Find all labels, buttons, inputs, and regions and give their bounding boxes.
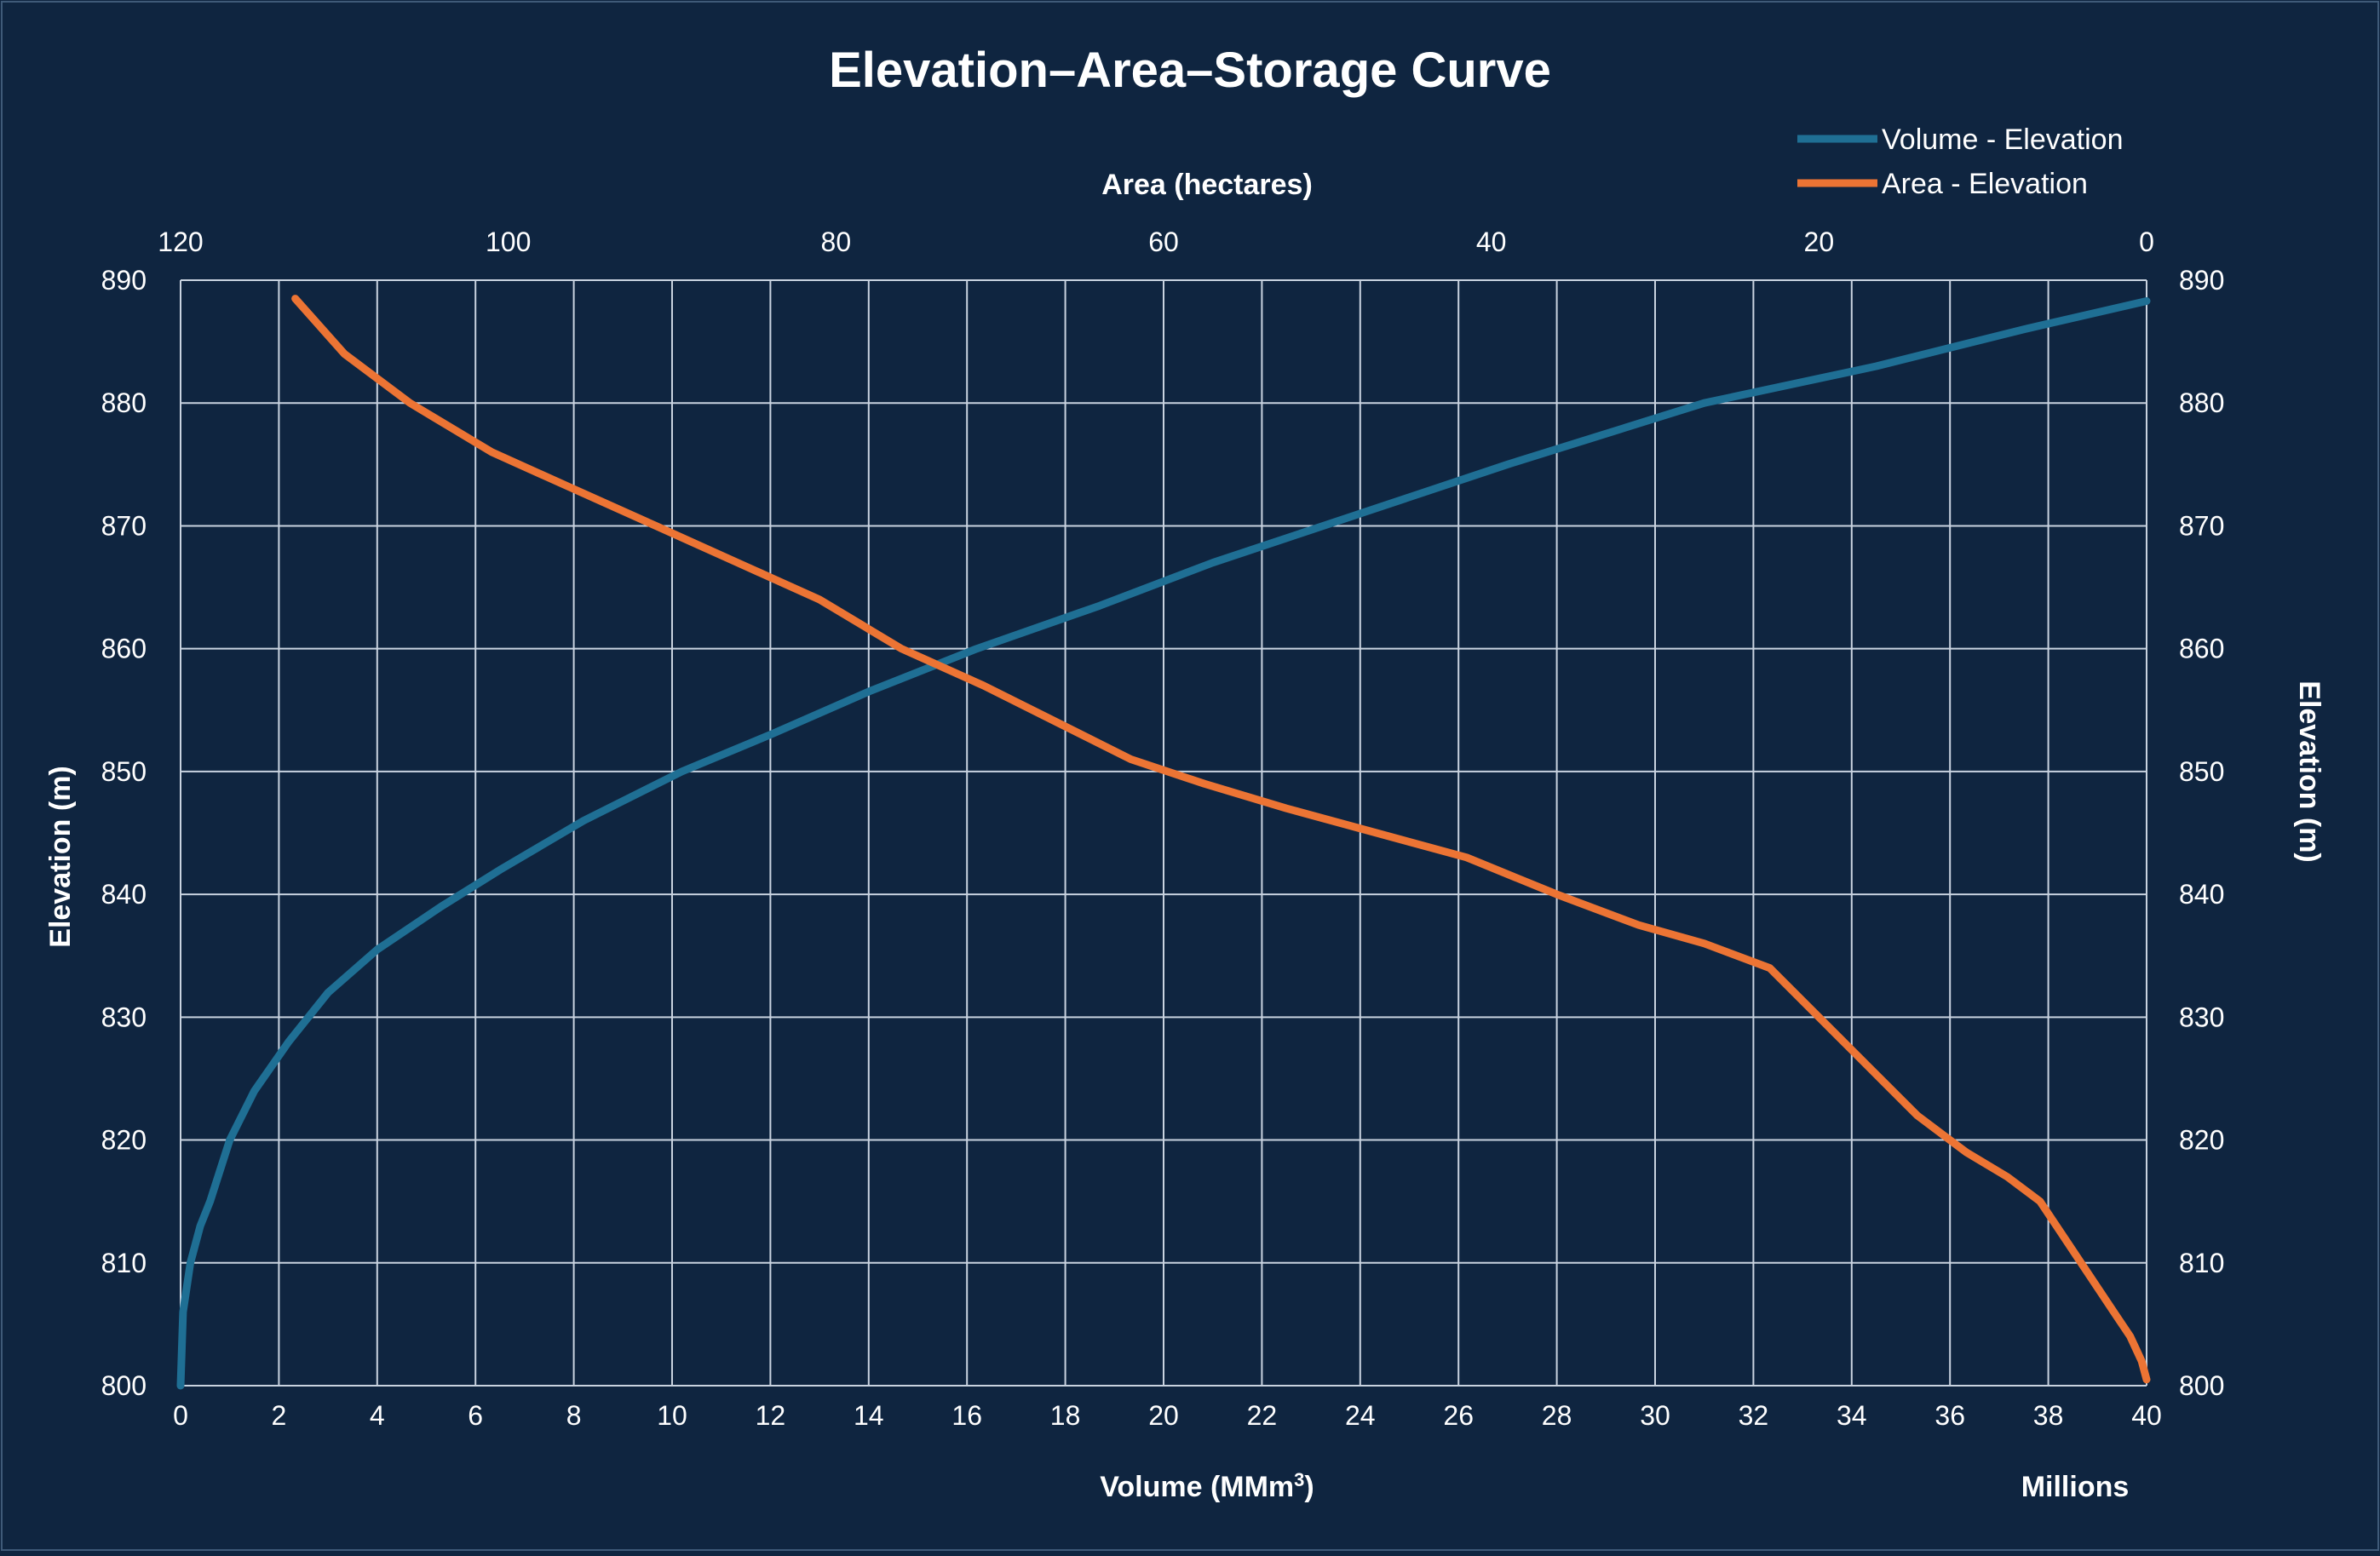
x-tick-label: 26 bbox=[1443, 1400, 1474, 1431]
bottom-axis-title-main: Volume (MMm bbox=[1100, 1471, 1294, 1503]
x-tick-label: 0 bbox=[173, 1400, 188, 1431]
top-tick-label: 120 bbox=[158, 227, 203, 257]
y-tick-label-left: 820 bbox=[101, 1125, 147, 1156]
top-axis-title: Area (hectares) bbox=[1101, 169, 1313, 201]
legend-label-volume: Volume - Elevation bbox=[1882, 123, 2124, 156]
y-tick-label-right: 850 bbox=[2179, 756, 2224, 787]
top-tick-label: 40 bbox=[1476, 227, 1507, 257]
bottom-axis-unit: Millions bbox=[2021, 1471, 2130, 1503]
x-tick-label: 16 bbox=[951, 1400, 982, 1431]
legend: Volume - Elevation Area - Elevation bbox=[1797, 123, 2124, 200]
x-tick-label: 4 bbox=[370, 1400, 385, 1431]
x-tick-label: 24 bbox=[1345, 1400, 1376, 1431]
x-tick-label: 34 bbox=[1837, 1400, 1867, 1431]
top-tick-label: 60 bbox=[1148, 227, 1179, 257]
y-tick-label-left: 800 bbox=[101, 1370, 147, 1401]
chart-title: Elevation–Area–Storage Curve bbox=[829, 43, 1551, 98]
x-tick-label: 12 bbox=[756, 1400, 786, 1431]
y-tick-label-left: 810 bbox=[101, 1248, 147, 1278]
x-tick-label: 30 bbox=[1640, 1400, 1670, 1431]
y-tick-label-right: 810 bbox=[2179, 1248, 2224, 1278]
grid bbox=[180, 279, 2147, 1387]
x-tick-label: 14 bbox=[854, 1400, 884, 1431]
bottom-axis-title-close: ) bbox=[1304, 1471, 1314, 1503]
x-tick-label: 18 bbox=[1050, 1400, 1081, 1431]
y-tick-label-left: 860 bbox=[101, 634, 147, 664]
y-tick-label-left: 840 bbox=[101, 879, 147, 910]
y-tick-label-right: 800 bbox=[2179, 1370, 2224, 1401]
y-tick-label-right: 890 bbox=[2179, 265, 2224, 296]
legend-label-area: Area - Elevation bbox=[1882, 168, 2088, 200]
ticks: 0 2 4 6 8 10 12 14 16 18 20 22 24 26 28 30 32 34 36 38 40800… bbox=[101, 227, 2225, 1431]
y-tick-label-left: 890 bbox=[101, 265, 147, 296]
top-tick-label: 20 bbox=[1804, 227, 1835, 257]
series-line-volume bbox=[176, 297, 2151, 1390]
x-tick-label: 22 bbox=[1247, 1400, 1278, 1431]
x-tick-label: 10 bbox=[657, 1400, 687, 1431]
x-tick-label: 20 bbox=[1148, 1400, 1179, 1431]
left-axis-title: Elevation (m) bbox=[44, 766, 77, 947]
y-tick-label-left: 870 bbox=[101, 510, 147, 541]
top-tick-label: 0 bbox=[2139, 227, 2154, 257]
series-line-area bbox=[291, 295, 2151, 1384]
x-tick-label: 32 bbox=[1739, 1400, 1769, 1431]
x-tick-label: 28 bbox=[1542, 1400, 1572, 1431]
y-tick-label-left: 880 bbox=[101, 388, 147, 418]
bottom-axis-title-sup: 3 bbox=[1294, 1469, 1304, 1490]
y-tick-label-left: 830 bbox=[101, 1002, 147, 1032]
y-tick-label-left: 850 bbox=[101, 756, 147, 787]
top-tick-label: 100 bbox=[486, 227, 531, 257]
x-tick-label: 8 bbox=[566, 1400, 582, 1431]
series-layer bbox=[176, 295, 2151, 1390]
x-tick-label: 38 bbox=[2033, 1400, 2064, 1431]
y-tick-label-right: 840 bbox=[2179, 879, 2224, 910]
y-tick-label-right: 830 bbox=[2179, 1002, 2224, 1032]
y-tick-label-right: 820 bbox=[2179, 1125, 2224, 1156]
top-tick-label: 80 bbox=[821, 227, 852, 257]
right-axis-title: Elevation (m) bbox=[2293, 680, 2325, 862]
y-tick-label-right: 860 bbox=[2179, 634, 2224, 664]
x-tick-label: 36 bbox=[1934, 1400, 1965, 1431]
x-tick-label: 40 bbox=[2131, 1400, 2162, 1431]
y-tick-label-right: 880 bbox=[2179, 388, 2224, 418]
x-tick-label: 2 bbox=[272, 1400, 287, 1431]
x-tick-label: 6 bbox=[468, 1400, 483, 1431]
y-tick-label-right: 870 bbox=[2179, 510, 2224, 541]
bottom-axis-title: Volume (MMm3) bbox=[1100, 1469, 1314, 1504]
